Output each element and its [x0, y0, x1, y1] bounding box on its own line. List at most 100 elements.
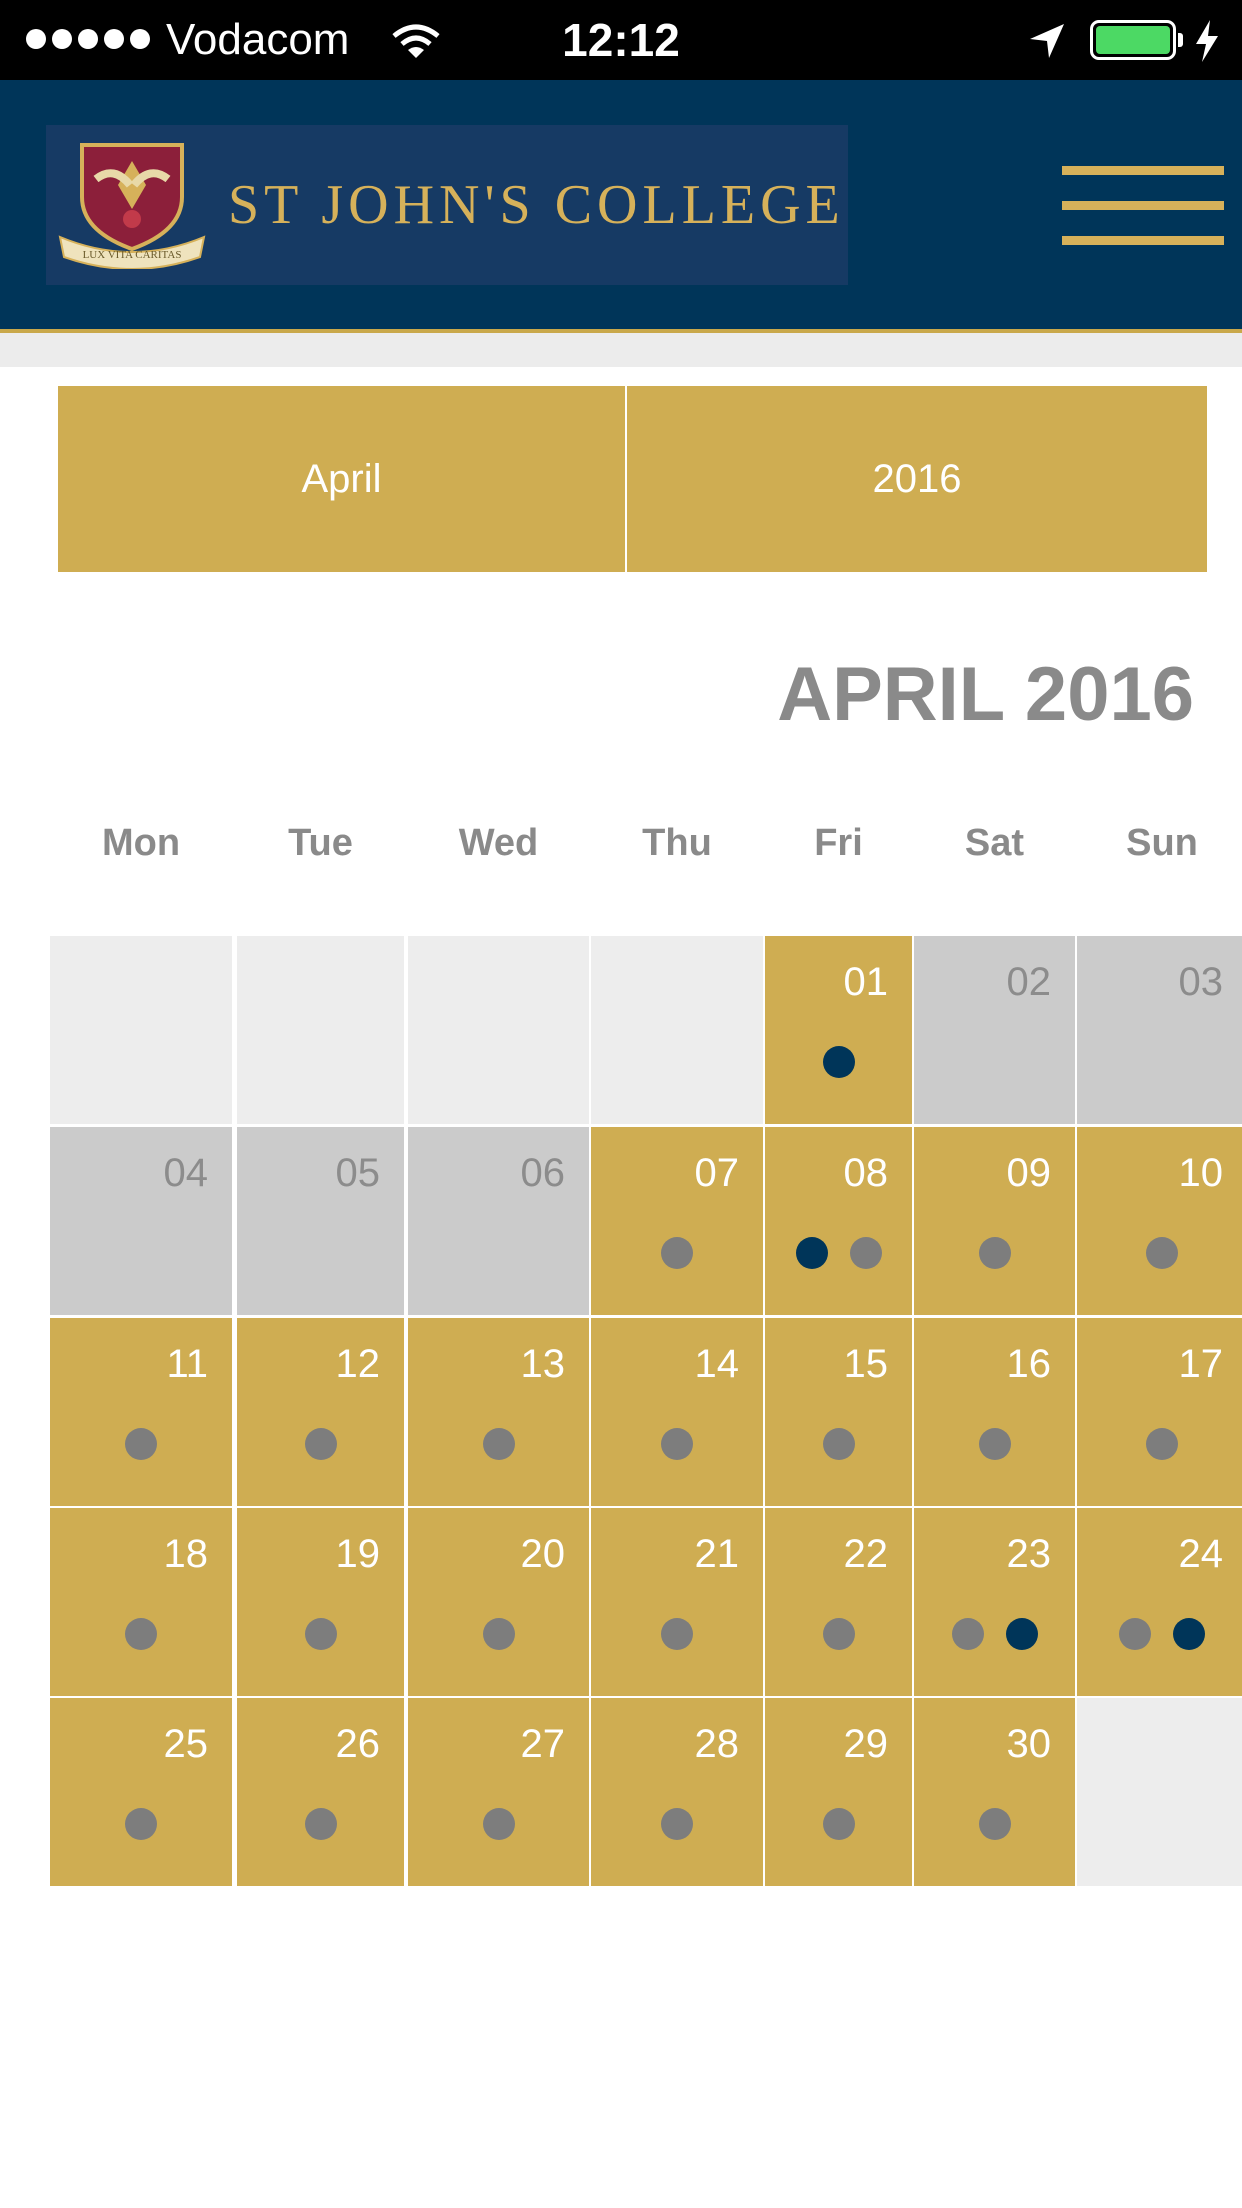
day-number: 27 [520, 1722, 566, 1766]
calendar-day-cell[interactable]: 23 [914, 1508, 1075, 1696]
event-indicators [765, 1618, 912, 1650]
day-number: 26 [335, 1722, 381, 1766]
event-dot-grey [1146, 1428, 1178, 1460]
event-dot-grey [822, 1428, 855, 1460]
signal-strength-icon [26, 29, 150, 49]
calendar-empty-cell [591, 936, 763, 1124]
event-dot-grey [304, 1808, 337, 1840]
event-indicators [765, 1046, 912, 1078]
day-number: 20 [520, 1532, 566, 1576]
calendar-day-cell[interactable]: 16 [914, 1318, 1075, 1506]
app-header: LUX VITA CARITAS ST JOHN'S COLLEGE [0, 80, 1242, 333]
day-number: 15 [843, 1342, 889, 1386]
day-number: 16 [1006, 1342, 1052, 1386]
calendar-day-cell[interactable]: 20 [408, 1508, 589, 1696]
event-indicators [591, 1808, 763, 1840]
clock-time: 12:12 [562, 14, 680, 66]
calendar-day-cell: 04 [50, 1127, 232, 1315]
college-logo[interactable]: LUX VITA CARITAS ST JOHN'S COLLEGE [46, 125, 848, 285]
day-number: 14 [694, 1342, 740, 1386]
event-indicators [591, 1237, 763, 1269]
calendar-day-cell[interactable]: 12 [237, 1318, 404, 1506]
battery-icon [1090, 20, 1176, 60]
event-dot-grey [978, 1808, 1011, 1840]
event-dot-grey [304, 1618, 337, 1650]
month-selector[interactable]: April [58, 386, 625, 572]
event-indicators [591, 1618, 763, 1650]
calendar-empty-cell [237, 936, 404, 1124]
event-dot-navy [822, 1046, 855, 1078]
event-dot-grey [661, 1237, 693, 1269]
calendar-day-cell[interactable]: 26 [237, 1698, 404, 1886]
event-indicators [50, 1808, 232, 1840]
event-dot-grey [978, 1428, 1011, 1460]
event-dot-grey [482, 1428, 515, 1460]
event-indicators [408, 1618, 589, 1650]
event-dot-grey [482, 1808, 515, 1840]
event-indicators [1077, 1618, 1242, 1650]
day-number: 10 [1178, 1151, 1224, 1195]
calendar-day-cell[interactable]: 07 [591, 1127, 763, 1315]
event-dot-grey [125, 1618, 157, 1650]
weekday-label: Sun [1126, 822, 1198, 864]
calendar-day-cell[interactable]: 27 [408, 1698, 589, 1886]
day-number: 22 [843, 1532, 889, 1576]
calendar-day-cell[interactable]: 09 [914, 1127, 1075, 1315]
event-indicators [50, 1428, 232, 1460]
calendar-day-cell[interactable]: 22 [765, 1508, 912, 1696]
calendar-day-cell[interactable]: 30 [914, 1698, 1075, 1886]
day-number: 12 [335, 1342, 381, 1386]
calendar-day-cell[interactable]: 19 [237, 1508, 404, 1696]
hamburger-menu-button[interactable] [1062, 166, 1224, 246]
calendar-day-cell: 02 [914, 936, 1075, 1124]
calendar-day-cell[interactable]: 11 [50, 1318, 232, 1506]
college-crest-icon: LUX VITA CARITAS [58, 143, 206, 269]
event-indicators [765, 1237, 912, 1269]
calendar-day-cell[interactable]: 15 [765, 1318, 912, 1506]
charging-bolt-icon [1196, 20, 1218, 62]
calendar-day-cell[interactable]: 13 [408, 1318, 589, 1506]
calendar-day-cell[interactable]: 17 [1077, 1318, 1242, 1506]
event-indicators [1077, 1428, 1242, 1460]
calendar-day-cell[interactable]: 08 [765, 1127, 912, 1315]
calendar-empty-cell [408, 936, 589, 1124]
event-dot-grey [951, 1618, 984, 1650]
calendar-day-cell[interactable]: 28 [591, 1698, 763, 1886]
logo-motto: LUX VITA CARITAS [83, 249, 182, 261]
hamburger-icon [1062, 166, 1224, 175]
day-number: 29 [843, 1722, 889, 1766]
event-dot-grey [304, 1428, 337, 1460]
weekday-label: Mon [101, 822, 181, 864]
event-indicators [765, 1808, 912, 1840]
event-dot-grey [822, 1808, 855, 1840]
day-number: 08 [843, 1151, 889, 1195]
weekday-label: Thu [642, 822, 712, 864]
event-dot-grey [661, 1428, 693, 1460]
event-indicators [765, 1428, 912, 1460]
day-number: 24 [1178, 1532, 1224, 1576]
calendar-day-cell[interactable]: 18 [50, 1508, 232, 1696]
event-indicators [914, 1428, 1075, 1460]
calendar-day-cell[interactable]: 24 [1077, 1508, 1242, 1696]
weekday-label: Fri [814, 822, 863, 864]
day-number: 03 [1178, 960, 1224, 1004]
day-number: 01 [843, 960, 889, 1004]
day-number: 07 [694, 1151, 740, 1195]
calendar-day-cell[interactable]: 25 [50, 1698, 232, 1886]
calendar-day-cell[interactable]: 10 [1077, 1127, 1242, 1315]
day-number: 30 [1006, 1722, 1052, 1766]
event-indicators [237, 1428, 404, 1460]
day-number: 02 [1006, 960, 1052, 1004]
status-bar: Vodacom 12:12 [0, 0, 1242, 80]
header-divider [0, 333, 1242, 367]
calendar-day-cell[interactable]: 01 [765, 936, 912, 1124]
weekday-label: Wed [458, 822, 539, 864]
calendar-day-cell[interactable]: 21 [591, 1508, 763, 1696]
event-dot-grey [482, 1618, 515, 1650]
event-dot-grey [661, 1618, 693, 1650]
calendar-day-cell[interactable]: 29 [765, 1698, 912, 1886]
calendar-empty-cell [50, 936, 232, 1124]
year-selector[interactable]: 2016 [627, 386, 1207, 572]
event-dot-navy [1173, 1618, 1205, 1650]
calendar-day-cell[interactable]: 14 [591, 1318, 763, 1506]
